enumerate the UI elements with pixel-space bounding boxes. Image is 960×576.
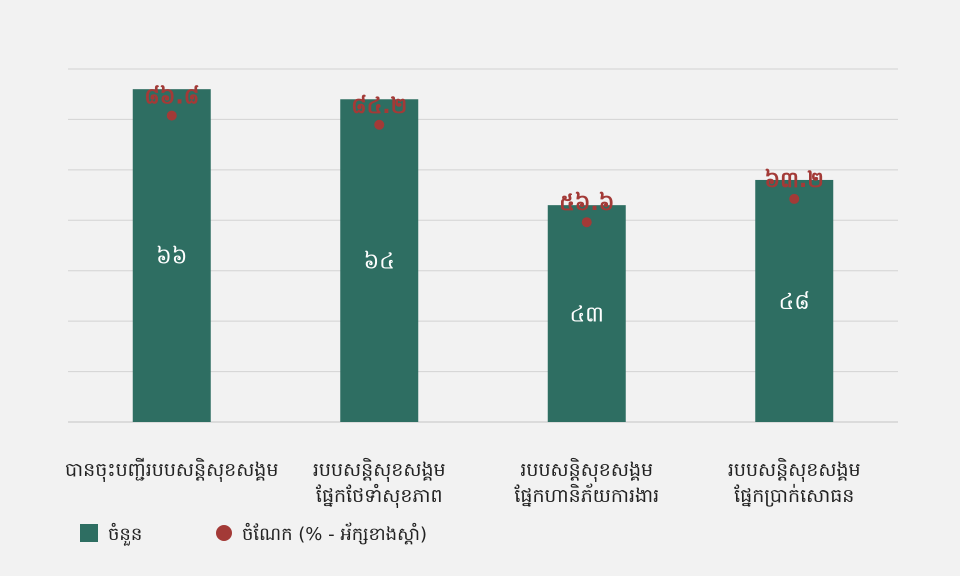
bar-data-label: ៤៣ bbox=[570, 303, 604, 328]
share-point bbox=[374, 119, 385, 130]
point-data-label: ៥៦.៦ bbox=[559, 191, 614, 216]
category-label: ផ្នែកហានិភ័យការងារ bbox=[514, 483, 659, 507]
bar-data-label: ៦៦ bbox=[156, 245, 187, 270]
category-label: របបសន្តិសុខសង្គម bbox=[520, 457, 653, 483]
category-label: របបសន្តិសុខសង្គម bbox=[313, 457, 446, 483]
point-data-label: ៦៣.២ bbox=[765, 168, 824, 193]
point-data-label: ៨៦.៨ bbox=[144, 85, 199, 110]
bar-data-label: ៤៨ bbox=[779, 290, 810, 315]
category-label: ផ្នែកប្រាក់សោធន bbox=[734, 483, 854, 507]
legend-point-swatch bbox=[216, 525, 232, 541]
point-data-label: ៨៤.២ bbox=[351, 94, 407, 119]
bar bbox=[340, 99, 419, 422]
category-label: ផ្នែកថែទាំសុខភាព bbox=[316, 483, 443, 509]
legend-label-share: ចំណែក (% - អ័ក្សខាងស្តាំ) bbox=[242, 522, 427, 545]
share-point bbox=[166, 110, 177, 121]
share-point bbox=[789, 193, 800, 204]
bar-data-label: ៦៤ bbox=[364, 250, 395, 275]
bar bbox=[547, 205, 626, 422]
legend-bar-swatch bbox=[80, 524, 98, 542]
legend-label-count: ចំនួន bbox=[108, 522, 142, 546]
category-label: បានចុះបញ្ជីរបបសន្តិសុខសង្គម bbox=[65, 457, 278, 483]
bar bbox=[755, 179, 834, 422]
bar bbox=[132, 89, 211, 423]
category-label: របបសន្តិសុខសង្គម bbox=[728, 457, 861, 483]
share-point bbox=[581, 217, 592, 228]
